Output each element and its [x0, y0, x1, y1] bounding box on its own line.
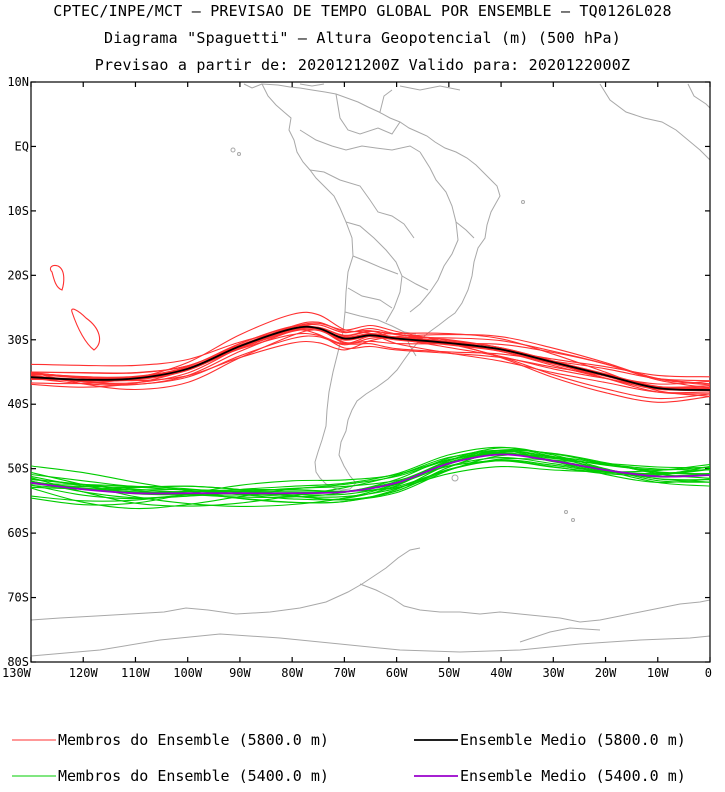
lat-tick-label: 40S: [7, 397, 29, 411]
lat-tick-label: 20S: [7, 268, 29, 282]
ensemble-members-layer: [31, 264, 710, 510]
lat-tick-label: 70S: [7, 591, 29, 605]
chart-title-line2: Diagrama "Spaguetti" — Altura Geopotenci…: [104, 29, 621, 47]
member-contour-5400: [31, 457, 710, 500]
member-closed-contour-5800: [71, 308, 101, 351]
mean-contour-5400: [31, 453, 710, 495]
member-contour-5400: [31, 449, 710, 504]
legend-label: Ensemble Medio (5800.0 m): [460, 731, 686, 749]
africa-coastline: [599, 83, 710, 161]
legend-label: Membros do Ensemble (5400.0 m): [58, 767, 329, 785]
plot-frame: [30, 81, 711, 663]
lon-tick-label: 40W: [490, 666, 512, 680]
member-contour-5800: [31, 325, 710, 395]
lon-tick-label: 120W: [69, 666, 99, 680]
south-america-coastline: [261, 83, 501, 491]
coastline-layer: [31, 83, 710, 657]
lat-tick-label: 10N: [7, 75, 29, 89]
member-contour-5800: [31, 326, 710, 390]
lat-tick-label: EQ: [15, 139, 29, 153]
member-closed-contour-5800: [49, 264, 65, 291]
member-contour-5800: [31, 325, 710, 382]
lon-tick-label: 0: [705, 666, 712, 680]
lat-tick-label: 80S: [7, 655, 29, 669]
member-contour-5400: [31, 452, 710, 510]
lat-tick-label: 30S: [7, 333, 29, 347]
lon-tick-label: 100W: [173, 666, 203, 680]
legend-label: Membros do Ensemble (5800.0 m): [58, 731, 329, 749]
lon-tick-label: 80W: [281, 666, 303, 680]
lon-tick-label: 60W: [386, 666, 408, 680]
lon-tick-label: 90W: [229, 666, 251, 680]
chart-title-line3: Previsao a partir de: 2020121200Z Valido…: [94, 56, 631, 74]
chart-title-line1: CPTEC/INPE/MCT — PREVISAO DE TEMPO GLOBA…: [53, 2, 672, 20]
member-contour-5400: [31, 449, 710, 498]
lat-tick-label: 50S: [7, 462, 29, 476]
lon-tick-label: 70W: [334, 666, 356, 680]
legend-label: Ensemble Medio (5400.0 m): [460, 767, 686, 785]
lon-tick-label: 30W: [542, 666, 564, 680]
lon-tick-label: 20W: [595, 666, 617, 680]
member-contour-5400: [31, 449, 710, 507]
lat-tick-label: 60S: [7, 526, 29, 540]
lon-tick-label: 10W: [647, 666, 669, 680]
ensemble-mean-layer: [31, 325, 710, 495]
lon-tick-label: 130W: [2, 666, 32, 680]
mean-contour-5800: [31, 325, 710, 391]
member-contour-5800: [31, 321, 710, 388]
member-contour-5800: [31, 329, 710, 385]
lon-tick-label: 110W: [121, 666, 151, 680]
member-contour-5400: [31, 450, 710, 496]
lat-tick-label: 10S: [7, 204, 29, 218]
legend: Membros do Ensemble (5800.0 m) Ensemble M…: [12, 731, 686, 785]
lon-tick-label: 50W: [438, 666, 460, 680]
antarctica-coastline: [31, 547, 421, 621]
